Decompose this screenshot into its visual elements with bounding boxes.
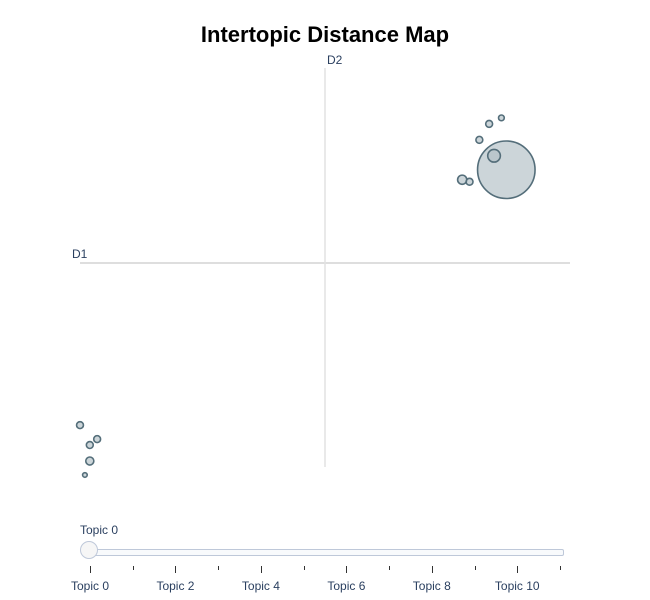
slider-tick [175,566,177,573]
slider-tick [346,566,348,573]
topic-slider: Topic 0 Topic 0 Topic 2 Topic 4 Topic 6 Topi… [0,515,650,600]
slider-tick [517,566,519,573]
topic-bubble-7[interactable] [484,119,494,129]
slider-tick [303,566,305,570]
slider-tick [389,566,391,570]
topic-bubble-5[interactable] [476,140,536,200]
topic-bubble-6[interactable] [497,114,506,122]
slider-tick [431,566,433,573]
d1-axis-label: D1 [72,247,88,261]
slider-tick-label[interactable]: Topic 4 [241,579,280,593]
slider-current-value: Topic 0 [80,523,119,537]
slider-tick-label[interactable]: Topic 6 [327,579,366,593]
slider-tick [560,566,561,570]
slider-handle[interactable] [80,541,98,559]
slider-tick [132,566,134,570]
slider-tick-label[interactable]: Topic 8 [412,579,451,593]
slider-tick [218,566,220,570]
topic-bubble-0[interactable] [75,420,85,430]
topic-bubble-9[interactable] [486,148,502,163]
intertopic-plot: D1 D2 [72,53,570,479]
slider-tick-label[interactable]: Topic 10 [494,579,540,593]
topic-bubble-11[interactable] [465,177,474,186]
bubble-layer [75,114,536,479]
topic-bubble-4[interactable] [81,471,88,479]
slider-tick-label[interactable]: Topic 2 [156,579,195,593]
slider-tick [90,566,91,573]
slider-tick [260,566,262,573]
topic-bubble-2[interactable] [85,440,95,450]
slider-tick [474,566,476,570]
topic-bubble-3[interactable] [84,456,95,466]
chart-title: Intertopic Distance Map [200,22,450,47]
topic-bubble-10[interactable] [456,174,468,186]
slider-tick-label[interactable]: Topic 0 [70,579,110,593]
topic-bubble-1[interactable] [92,434,102,444]
topic-bubble-8[interactable] [475,135,484,145]
slider-rail[interactable] [85,549,564,556]
d2-axis-label: D2 [327,53,343,67]
